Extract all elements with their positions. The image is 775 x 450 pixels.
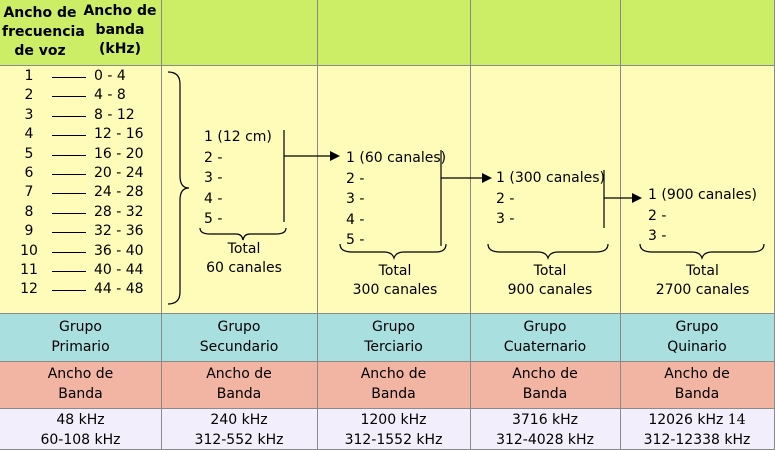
arrow-head-quaternary (632, 193, 642, 203)
channel-brace (168, 72, 189, 304)
tertiary-bottom-brace (340, 244, 446, 258)
arrow-head-secondary (330, 151, 340, 161)
quinary-bottom-brace (640, 244, 764, 258)
secondary-bottom-brace (200, 228, 286, 240)
arrow-head-tertiary (482, 173, 492, 183)
quaternary-bottom-brace (488, 244, 608, 258)
